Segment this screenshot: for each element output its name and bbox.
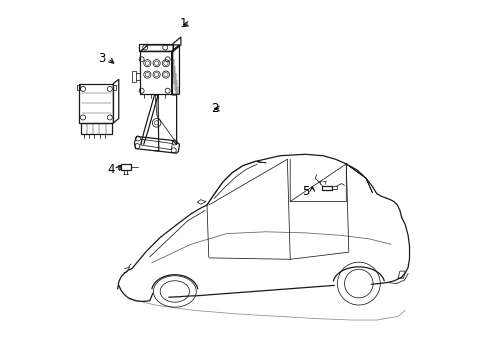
Bar: [332, 186, 336, 189]
Text: 3: 3: [98, 52, 105, 65]
Bar: [112, 85, 116, 90]
Bar: [322, 186, 332, 190]
Bar: [140, 51, 171, 94]
Text: 4: 4: [107, 163, 115, 176]
Text: 1: 1: [180, 17, 187, 30]
Bar: [118, 165, 121, 169]
Bar: [121, 164, 130, 170]
Bar: [77, 85, 80, 90]
Bar: [132, 71, 136, 82]
Text: 2: 2: [211, 102, 218, 115]
Bar: [81, 123, 111, 134]
Bar: [139, 44, 173, 51]
Bar: [80, 84, 113, 123]
Text: 5: 5: [302, 185, 309, 198]
